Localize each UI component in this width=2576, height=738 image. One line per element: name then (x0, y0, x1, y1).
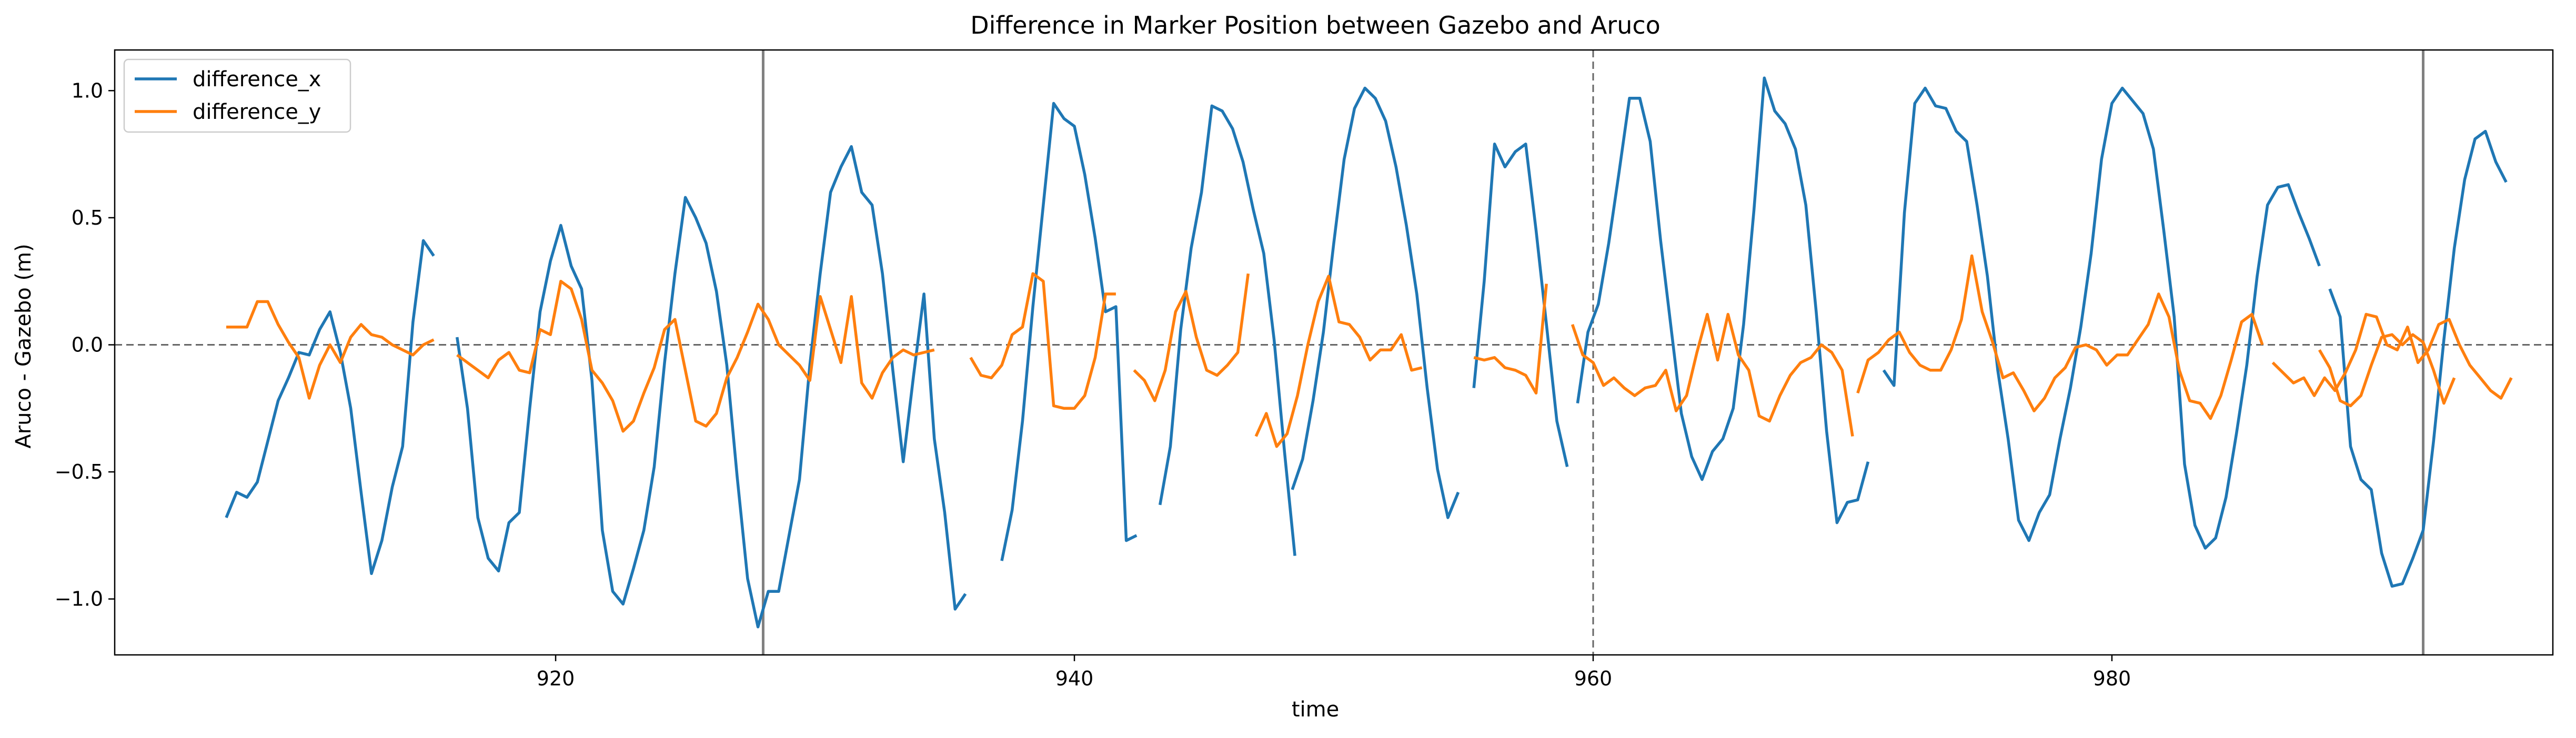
series-line-difference_x (225, 239, 435, 575)
series-line-difference_x (1576, 76, 1870, 524)
axes-frame (114, 49, 2554, 656)
series-line-difference_y (1133, 273, 1250, 402)
series-line-difference_y (2318, 333, 2456, 408)
plot-area (115, 50, 2553, 655)
series-line-difference_x (1472, 143, 1569, 468)
series-line-difference_x (1158, 104, 1296, 556)
y-axis-label: Aruco - Gazebo (m) (12, 244, 36, 448)
legend-label-difference_y: difference_y (193, 100, 321, 124)
y-tick-label: 0.0 (72, 333, 103, 357)
x-axis: 920 940 960 980 (537, 655, 2131, 690)
y-tick-label: −0.5 (55, 460, 103, 483)
series-line-difference_x (1000, 102, 1138, 561)
legend: difference_x difference_y (123, 58, 351, 133)
legend-label-difference_x: difference_x (193, 67, 321, 92)
y-tick-label: −1.0 (55, 588, 103, 611)
series-line-difference_y (456, 279, 935, 433)
x-tick-label: 960 (1574, 667, 1613, 690)
series-line-difference_x (2328, 129, 2508, 588)
series-line-difference_y (1856, 254, 2264, 420)
y-tick-label: 0.5 (72, 206, 103, 229)
series-line-difference_y (1473, 284, 1548, 395)
series-line-difference_y (969, 272, 1116, 410)
y-axis: 1.0 0.5 0.0 −0.5 −1.0 (55, 79, 115, 611)
series-line-difference_y (2271, 312, 2513, 400)
x-tick-label: 920 (537, 667, 575, 690)
series-line-difference_x (1291, 86, 1460, 519)
series-line-difference_y (1254, 275, 1423, 448)
series-line-difference_y (1571, 312, 1854, 437)
x-tick-label: 940 (1055, 667, 1094, 690)
plot-content (115, 50, 2553, 655)
y-tick-label: 1.0 (72, 79, 103, 102)
legend-box (123, 58, 351, 133)
series-line-difference_x (1882, 86, 2321, 550)
x-axis-label: time (1292, 697, 1339, 722)
series-line-difference_y (226, 300, 435, 400)
series-line-difference_x (455, 145, 967, 629)
chart-title: Difference in Marker Position between Ga… (970, 11, 1661, 39)
x-tick-label: 980 (2093, 667, 2131, 690)
